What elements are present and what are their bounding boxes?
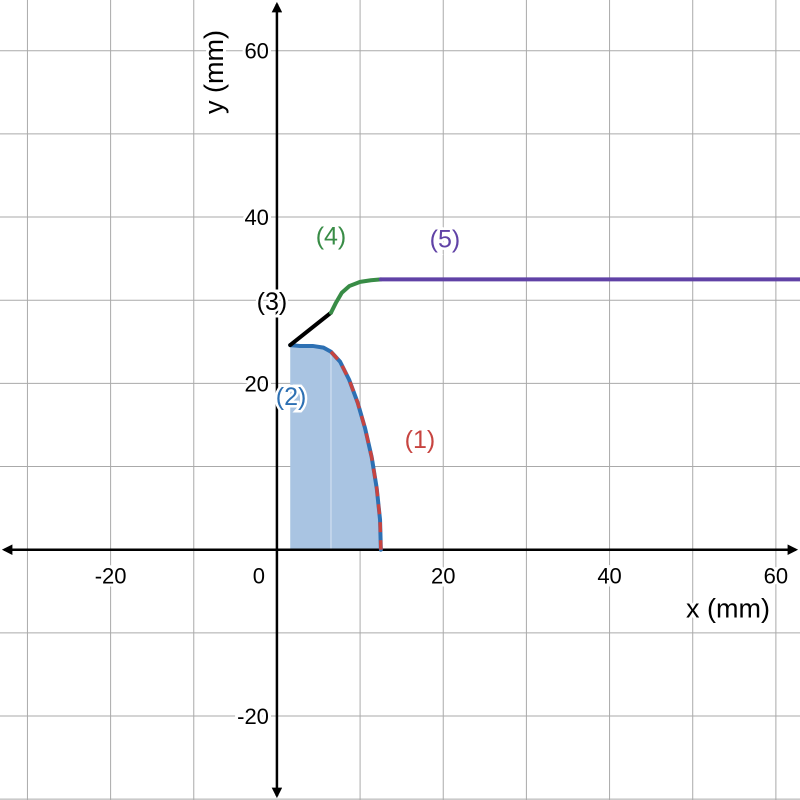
origin-tick-label: 0 xyxy=(253,564,265,589)
series-line-4 xyxy=(328,277,383,315)
x-tick-label: 40 xyxy=(597,564,621,589)
y-tick-label: 60 xyxy=(244,39,268,64)
series-layer xyxy=(288,277,800,552)
x-tick-label: 60 xyxy=(764,564,788,589)
labels-layer: x (mm) y (mm) 0 -20 20 40 60 -20 20 40 60 (1) (2)… xyxy=(92,27,791,732)
y-tick-label: 40 xyxy=(244,205,268,230)
segment-label-2: (2) xyxy=(276,383,307,411)
shaded-region-layer xyxy=(290,345,381,550)
y-axis-title: y (mm) xyxy=(199,30,229,114)
segment-label-1: (1) xyxy=(405,426,436,454)
segment-label-5: (5) xyxy=(430,226,461,254)
series-line-3 xyxy=(288,310,333,348)
x-axis-title: x (mm) xyxy=(686,594,770,624)
segment-label-3: (3) xyxy=(257,288,288,316)
series-line-1 xyxy=(329,350,383,550)
segment-label-4: (4) xyxy=(316,222,347,250)
y-tick-label: 20 xyxy=(244,371,268,396)
y-tick-label: -20 xyxy=(237,704,269,729)
x-tick-label: 20 xyxy=(431,564,455,589)
x-tick-label: -20 xyxy=(95,564,127,589)
shaded-region xyxy=(290,345,381,550)
